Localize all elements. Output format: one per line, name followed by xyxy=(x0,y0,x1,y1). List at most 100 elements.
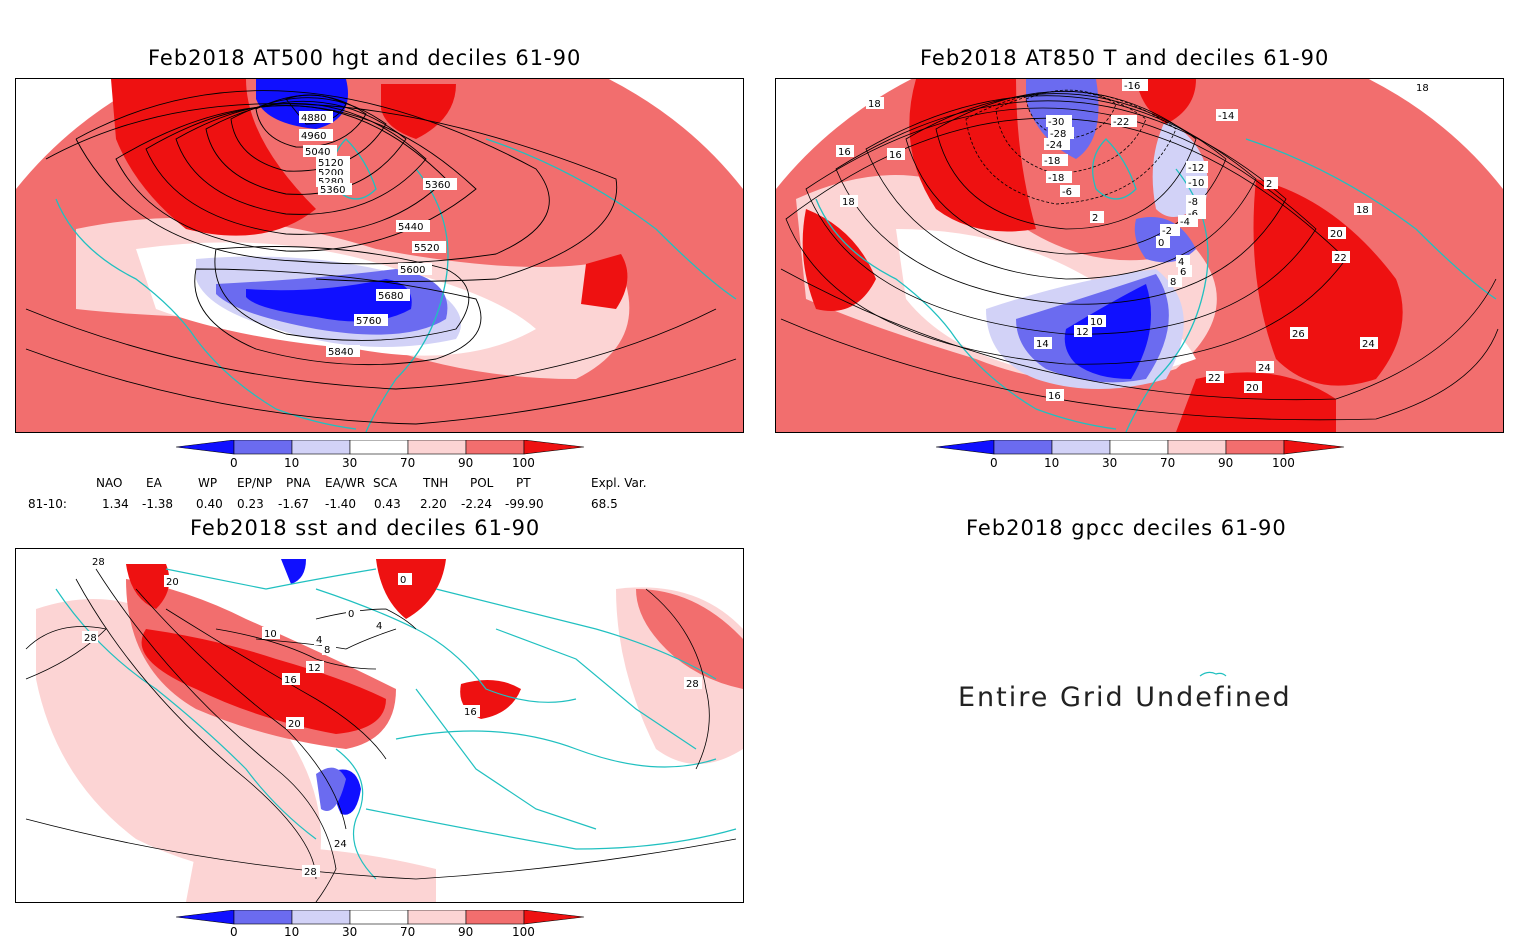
contour-label: 4880 xyxy=(301,113,326,124)
deciles-mid-red-east xyxy=(636,589,743,689)
contour-label: 16 xyxy=(1048,391,1061,402)
index-value: -99.90 xyxy=(505,497,544,511)
index-value: -1.38 xyxy=(142,497,174,511)
contour-label: 28 xyxy=(92,557,105,568)
contour-label: 22 xyxy=(1208,373,1221,384)
index-value: 0.23 xyxy=(237,497,264,511)
index-header: NAO xyxy=(96,476,123,490)
contour-label: 5200 xyxy=(318,168,343,179)
colorbar-tick: 10 xyxy=(284,925,300,939)
contour-label: 8 xyxy=(324,645,330,656)
contour-label: 24 xyxy=(1258,363,1271,374)
deciles-light-red-area xyxy=(36,599,321,879)
index-header: PNA xyxy=(286,476,311,490)
colorbar-tick: 0 xyxy=(230,925,238,939)
contour-label: -16 xyxy=(1124,81,1140,92)
index-header: WP xyxy=(198,476,218,490)
t850-title: Feb2018 AT850 T and deciles 61-90 xyxy=(920,46,1330,70)
colorbar-tick: 100 xyxy=(1272,456,1295,470)
index-header: EP/NP xyxy=(237,476,273,490)
contour-label: 5760 xyxy=(356,316,381,327)
colorbar-tick: 70 xyxy=(1160,456,1176,470)
contour-label: 5520 xyxy=(414,243,439,254)
contour-label: 22 xyxy=(1334,253,1347,264)
contour-label: -28 xyxy=(1050,129,1066,140)
deciles-dark-red-asia xyxy=(581,254,628,309)
colorbar-tick: 0 xyxy=(230,456,238,470)
index-header: SCA xyxy=(373,476,398,490)
index-value: -2.24 xyxy=(461,497,493,511)
index-header: Expl. Var. xyxy=(591,476,647,490)
contour-label: 20 xyxy=(288,719,301,730)
contour-label: 8 xyxy=(1170,277,1176,288)
deciles-dark-red-ne xyxy=(381,84,456,139)
coastline-asia xyxy=(485,138,737,300)
contour-label: 2 xyxy=(1266,179,1272,190)
contour-label: 26 xyxy=(1292,329,1305,340)
contour-label: 10 xyxy=(264,629,277,640)
contour-label: 28 xyxy=(84,633,97,644)
colorbar-tick: 30 xyxy=(342,925,358,939)
contour-label: 5440 xyxy=(398,222,423,233)
contour-label: 12 xyxy=(1076,327,1089,338)
hgt500-title: Feb2018 AT500 hgt and deciles 61-90 xyxy=(148,46,582,70)
deciles-dark-blue-north xyxy=(281,559,306,584)
colorbar-tick: 30 xyxy=(342,456,358,470)
contour-label: 5360 xyxy=(425,180,450,191)
contour-label: -14 xyxy=(1218,111,1234,122)
colorbar-tick: 90 xyxy=(1218,456,1234,470)
contour-label: -6 xyxy=(1062,187,1072,198)
colorbar-tick: 100 xyxy=(512,456,535,470)
contour-label: -4 xyxy=(1180,217,1190,228)
deciles-mid-blue-africa xyxy=(316,767,346,811)
colorbar-tick: 10 xyxy=(1044,456,1060,470)
contour-label: 16 xyxy=(889,150,902,161)
contour-label: 0 xyxy=(400,575,406,586)
deciles-dark-red-north xyxy=(1136,79,1196,124)
contour-label: 4 xyxy=(316,635,322,646)
contour-label: 5840 xyxy=(328,347,353,358)
contour-label: 2 xyxy=(1092,213,1098,224)
contour-label: 5360 xyxy=(320,185,345,196)
contour-label: 12 xyxy=(308,663,321,674)
contour-label: -6 xyxy=(1188,209,1198,220)
contour-label: 5680 xyxy=(378,291,403,302)
index-header: EA xyxy=(146,476,162,490)
gpcc-undefined-message: Entire Grid Undefined xyxy=(958,682,1292,713)
contour-label: 20 xyxy=(1330,229,1343,240)
contour-label: 4 xyxy=(1178,257,1184,268)
hgt500-map: 4880 4960 5040 5120 5200 5280 5360 5360 … xyxy=(15,78,744,433)
sst-title: Feb2018 sst and deciles 61-90 xyxy=(190,516,541,540)
deciles-dark-red-north xyxy=(376,559,446,619)
contour-label: -22 xyxy=(1113,117,1129,128)
index-header: TNH xyxy=(423,476,449,490)
sst-map: 28 28 20 0 0 4 4 8 12 16 20 24 28 28 10 … xyxy=(15,548,744,903)
colorbar-tick: 90 xyxy=(458,925,474,939)
index-row-label: 81-10: xyxy=(28,497,67,511)
deciles-dark-red-nw xyxy=(126,564,170,609)
contour-label: 16 xyxy=(284,675,297,686)
contour-label: -18 xyxy=(1048,173,1064,184)
contour-label: 28 xyxy=(304,867,317,878)
contour-label: 0 xyxy=(348,609,354,620)
deciles-dark-red-west xyxy=(802,209,876,311)
gpcc-title: Feb2018 gpcc deciles 61-90 xyxy=(966,516,1287,540)
deciles-dark-red-nw xyxy=(111,79,316,236)
contour-label: -30 xyxy=(1048,117,1064,128)
hgt500-map-svg: 4880 4960 5040 5120 5200 5280 5360 5360 … xyxy=(16,79,743,432)
deciles-dark-red-atlantic xyxy=(141,629,386,734)
contour-label: 18 xyxy=(1416,83,1429,94)
contour-label: -18 xyxy=(1044,156,1060,167)
contour-label: 5120 xyxy=(318,158,343,169)
colorbar-tick: 70 xyxy=(400,456,416,470)
contour-label: 5600 xyxy=(400,265,425,276)
contour-label: -24 xyxy=(1046,140,1062,151)
contour-label: 4 xyxy=(376,621,382,632)
colorbar-tick: 100 xyxy=(512,925,535,939)
contour-label: 16 xyxy=(464,707,477,718)
deciles-dark-red-nw xyxy=(909,79,1036,232)
index-value: -1.40 xyxy=(325,497,357,511)
contour-label: 28 xyxy=(686,679,699,690)
deciles-dark-blue-area xyxy=(1064,284,1151,379)
deciles-dark-blue-area xyxy=(246,279,412,322)
